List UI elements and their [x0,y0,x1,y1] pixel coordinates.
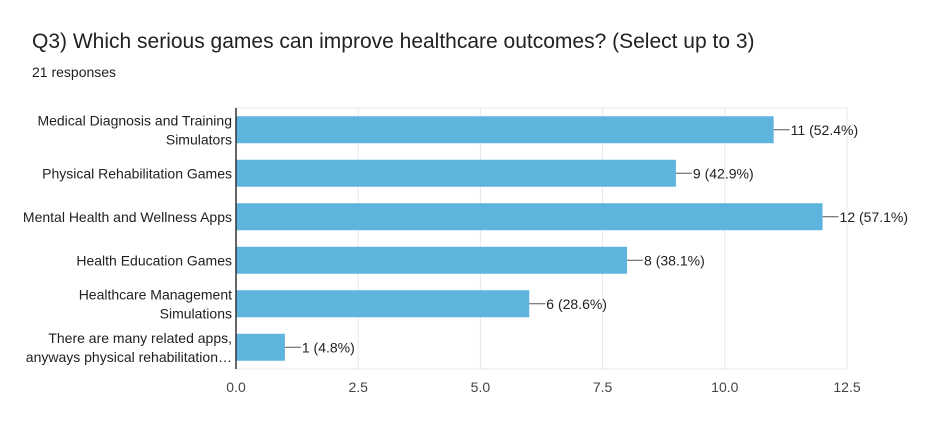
x-tick-label: 10.0 [711,379,738,395]
bar [236,333,285,361]
x-tick-label: 12.5 [833,379,860,395]
data-label: 8 (38.1%) [644,252,705,268]
category-label: There are many related apps, [48,330,232,346]
category-label: Healthcare Management [79,286,232,302]
bar [236,116,774,144]
bar [236,246,628,274]
category-label: Mental Health and Wellness Apps [23,209,232,225]
x-tick-label: 2.5 [348,379,368,395]
category-label: Simulations [160,305,232,321]
x-tick-label: 5.0 [471,379,491,395]
category-label: Health Education Games [76,252,232,268]
data-label: 6 (28.6%) [546,296,607,312]
category-label: Physical Rehabilitation Games [42,165,232,181]
data-label: 9 (42.9%) [693,165,754,181]
category-label: anyways physical rehabilitation… [26,349,232,365]
data-label: 12 (57.1%) [840,209,908,225]
x-tick-label: 0.0 [226,379,246,395]
bar [236,159,676,187]
category-label: Simulators [166,131,232,147]
bar [236,290,530,318]
response-count: 21 responses [32,64,117,80]
x-tick-label: 7.5 [593,379,613,395]
data-label: 1 (4.8%) [302,339,355,355]
question-title: Q3) Which serious games can improve heal… [32,30,755,53]
bar [236,203,823,231]
data-label: 11 (52.4%) [791,122,858,138]
category-label: Medical Diagnosis and Training [37,112,232,128]
